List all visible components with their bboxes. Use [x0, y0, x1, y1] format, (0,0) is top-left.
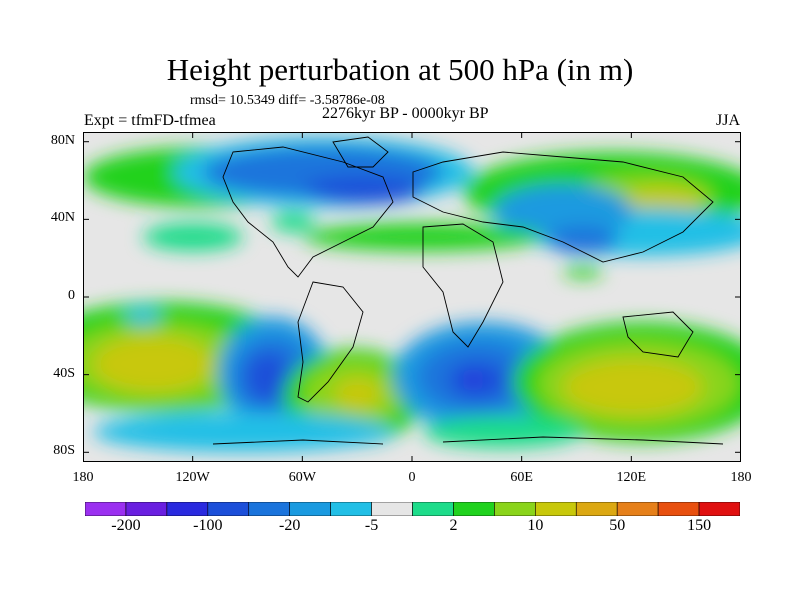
- lat-tick-label: 80N: [50, 132, 75, 148]
- colorbar-swatch: [207, 502, 250, 516]
- period-label: 2276kyr BP - 0000kyr BP: [322, 105, 489, 122]
- colorbar-swatch: [371, 502, 413, 516]
- lat-tick-label: 40N: [50, 210, 75, 226]
- experiment-label: Expt = tfmFD-tfmea: [84, 112, 216, 129]
- map-title: Height perturbation at 500 hPa (in m): [166, 52, 634, 87]
- colorbar-swatch: [616, 502, 659, 516]
- colorbar-swatch: [494, 502, 536, 516]
- lat-tick-label: 0: [68, 288, 75, 303]
- lon-tick-label: 0: [408, 470, 416, 485]
- colorbar-label: 10: [527, 517, 544, 534]
- colorbar-swatch: [166, 502, 209, 516]
- axis-ticks: [83, 132, 741, 462]
- lon-tick-label: 60E: [510, 470, 533, 485]
- colorbar-swatch: [698, 502, 740, 516]
- lat-tick-label: 80S: [53, 443, 75, 459]
- colorbar-swatch: [453, 502, 495, 516]
- lon-tick-label: 120W: [175, 470, 210, 485]
- colorbar-swatch: [412, 502, 454, 516]
- colorbar-label: -200: [111, 517, 141, 534]
- colorbar-label: 2: [449, 517, 458, 534]
- coastlines: [212, 136, 724, 445]
- lon-tick-label: 180: [730, 470, 752, 485]
- rmsd-stats: rmsd= 10.5349 diff= -3.58786e-08: [190, 93, 385, 108]
- colorbar-label: -5: [364, 517, 379, 534]
- colorbar-swatch: [125, 502, 168, 516]
- colorbar-swatch: [575, 502, 618, 516]
- lon-tick-label: 180: [72, 470, 94, 485]
- colorbar-swatch: [330, 502, 372, 516]
- colorbar-label: 50: [609, 517, 626, 534]
- colorbar-swatch: [657, 502, 700, 516]
- colorbar-label: -100: [193, 517, 223, 534]
- colorbar-label: -20: [279, 517, 301, 534]
- colorbar-swatch: [535, 502, 577, 516]
- colorbar-swatch: [85, 502, 127, 516]
- lon-tick-label: 60W: [288, 470, 316, 485]
- season-label: JJA: [716, 112, 741, 129]
- colorbar-swatch: [289, 502, 331, 516]
- lon-tick-label: 120E: [616, 470, 647, 485]
- colorbar-swatch: [248, 502, 290, 516]
- perturbation-field: [83, 137, 741, 452]
- height-perturbation-map: [83, 132, 741, 462]
- colorbar-label: 150: [687, 517, 712, 534]
- colorbar: [85, 502, 740, 516]
- lat-tick-label: 40S: [53, 365, 75, 381]
